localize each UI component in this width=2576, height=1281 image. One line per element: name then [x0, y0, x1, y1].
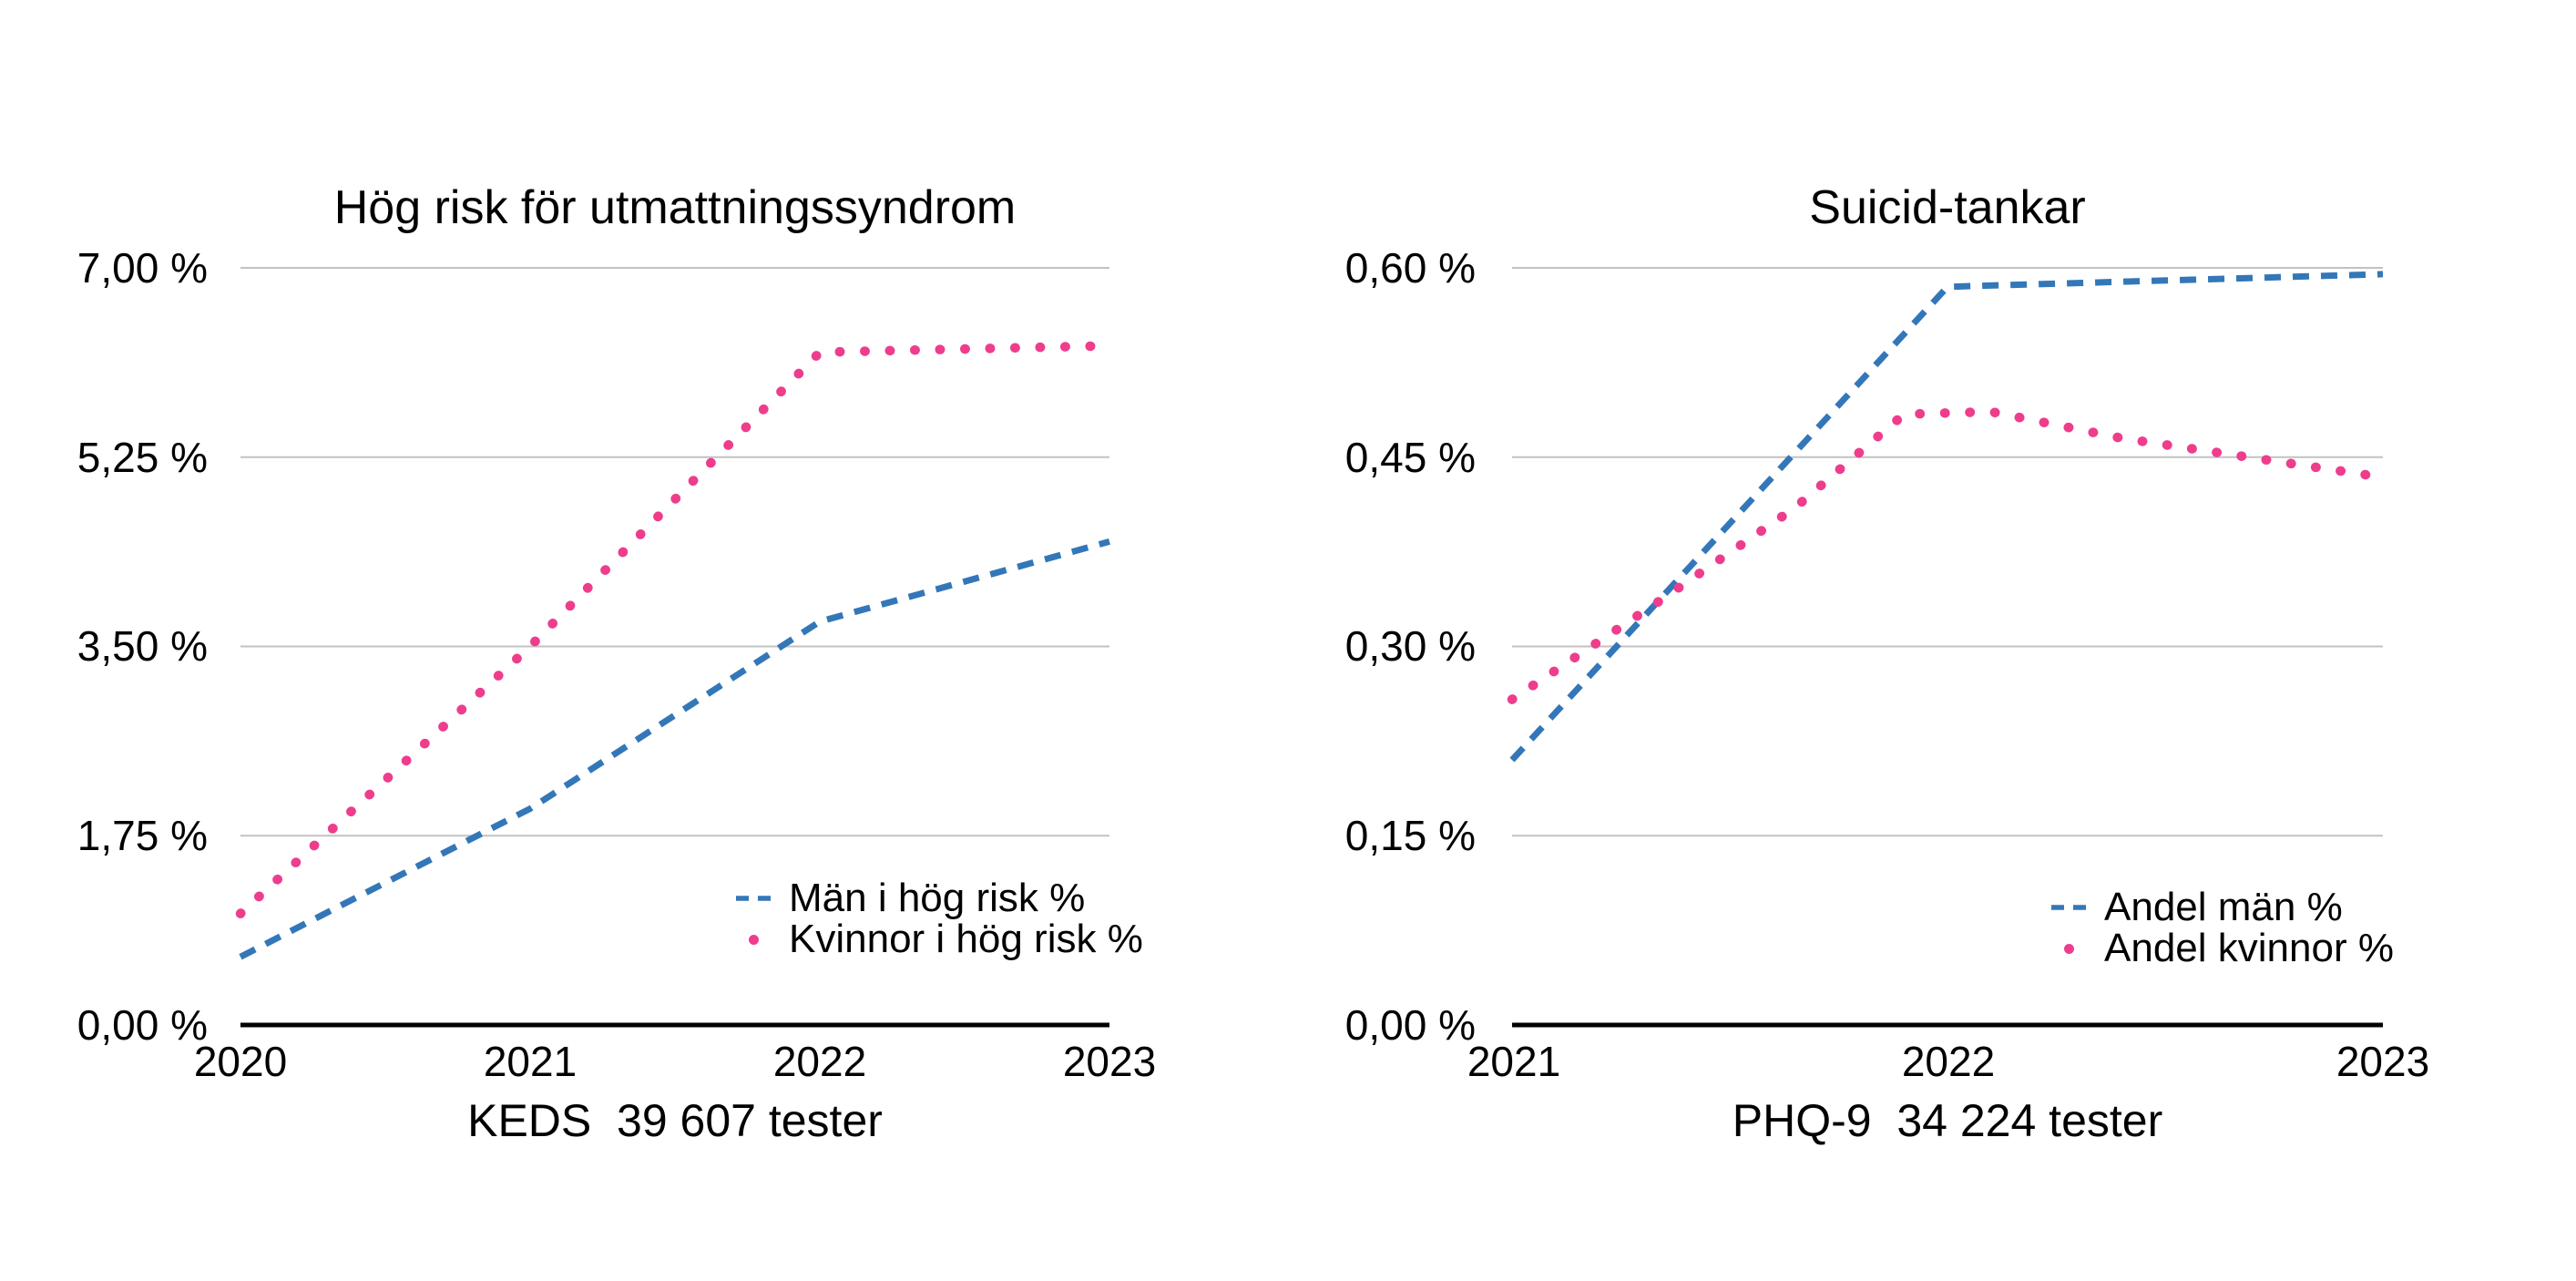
legend-item-women: Kvinnor i hög risk %: [736, 919, 1143, 959]
legend-label: Kvinnor i hög risk %: [789, 917, 1143, 961]
chart-title: Hög risk för utmattningssyndrom: [333, 181, 1017, 234]
series-line: [1507, 406, 2388, 704]
x-axis-tick-label: 2023: [2336, 1038, 2430, 1085]
series-line: [235, 341, 1115, 918]
y-axis-tick-label: 7,00 %: [77, 244, 208, 292]
dot-marker: [2051, 942, 2086, 955]
dashed-line-marker: [2051, 901, 2086, 914]
x-axis-tick-label: 2023: [1062, 1038, 1157, 1085]
legend-item-women: Andel kvinnor %: [2051, 928, 2394, 968]
y-axis-tick-label: 0,15 %: [1344, 812, 1476, 859]
x-axis-tick-label: 2022: [1901, 1038, 1996, 1085]
x-axis-caption: KEDS 39 607 tester: [467, 1095, 883, 1146]
y-axis-tick-label: 0,00 %: [1344, 1001, 1476, 1049]
x-axis-tick-label: 2021: [1467, 1038, 1561, 1085]
x-axis-caption: PHQ-9 34 224 tester: [1732, 1095, 2163, 1146]
x-axis-tick-label: 2021: [483, 1038, 578, 1085]
y-axis-tick-label: 0,45 %: [1344, 434, 1476, 481]
chart-title: Suicid-tankar: [1809, 181, 2086, 234]
legend-label: Andel män %: [2104, 885, 2343, 929]
dot-marker: [736, 933, 771, 946]
y-axis-tick-label: 1,75 %: [77, 812, 208, 859]
y-axis-tick-label: 5,25 %: [77, 434, 208, 481]
y-axis-tick-label: 0,30 %: [1344, 622, 1476, 670]
dashed-line-marker: [736, 892, 771, 905]
y-axis-tick-label: 3,50 %: [77, 622, 208, 670]
series-line: [1509, 271, 2384, 763]
legend-label: Andel kvinnor %: [2104, 926, 2394, 970]
y-axis-tick-label: 0,00 %: [77, 1001, 208, 1049]
legend-item-men: Andel män %: [2051, 887, 2343, 927]
x-axis-tick-label: 2020: [193, 1038, 288, 1085]
x-axis-tick-label: 2022: [772, 1038, 867, 1085]
legend-item-men: Män i hög risk %: [736, 878, 1085, 918]
legend-label: Män i hög risk %: [789, 876, 1086, 920]
series-line: [239, 538, 1110, 960]
y-axis-tick-label: 0,60 %: [1344, 244, 1476, 292]
